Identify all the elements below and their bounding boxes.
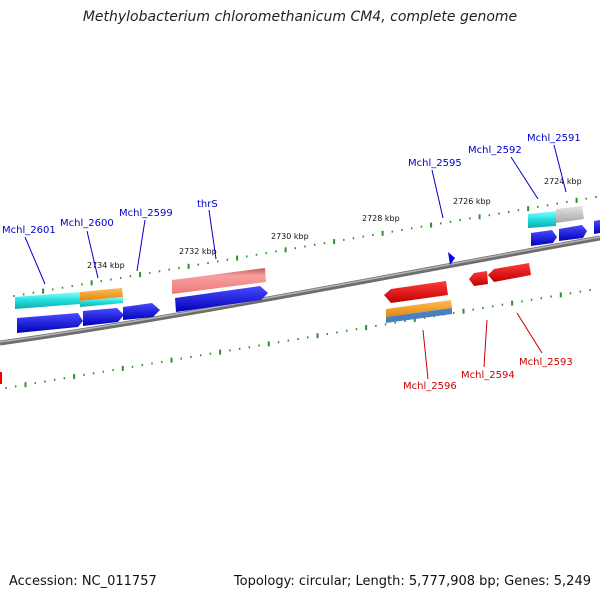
gene-arrow-mchl-2600[interactable]: [83, 308, 124, 326]
outer-scale-ticks: [13, 196, 597, 297]
gene-label-mchl-2596: Mchl_2596: [403, 381, 457, 392]
gene-arrow-mchl-2594[interactable]: [469, 271, 488, 286]
kbp-label-2734: 2734 kbp: [87, 261, 125, 270]
gene-label-mchl-2600: Mchl_2600: [60, 218, 114, 229]
gene-label-mchl-2595: Mchl_2595: [408, 158, 462, 169]
accession-label: Accession: NC_011757: [9, 574, 157, 589]
gene-arrow-mchl-2596[interactable]: [384, 281, 448, 303]
gene-label-mchl-2593: Mchl_2593: [519, 357, 573, 368]
pink-feature-thrs[interactable]: [172, 268, 266, 294]
gene-arrow-mchl-2601[interactable]: [17, 313, 83, 333]
genome-summary: Topology: circular; Length: 5,777,908 bp…: [233, 574, 591, 589]
gene-arrow-mchl-2595[interactable]: [448, 252, 455, 265]
kbp-label-2726: 2726 kbp: [453, 197, 491, 206]
kbp-label-2730: 2730 kbp: [271, 232, 309, 241]
genome-title: Methylobacterium chloromethanicum CM4, c…: [82, 9, 518, 25]
gene-label-thrs: thrS: [197, 199, 218, 210]
inner-scale-ticks: [5, 289, 591, 389]
gene-arrow-mchl-2593[interactable]: [488, 263, 531, 282]
cyan-feature-mchl-2600[interactable]: [80, 297, 123, 307]
genome-backbone: [0, 235, 600, 346]
cyan-feature-mchl-2601[interactable]: [15, 292, 80, 309]
gene-arrow-mchl-2591[interactable]: [559, 225, 587, 241]
kbp-label-2728: 2728 kbp: [362, 214, 400, 223]
steelblue-feature-mchl-2596[interactable]: [386, 308, 452, 323]
gene-arrow-thrs[interactable]: [175, 286, 268, 312]
gene-label-mchl-2594: Mchl_2594: [461, 370, 515, 381]
gene-arrow-offscreen[interactable]: [594, 220, 600, 234]
gene-label-mchl-2592: Mchl_2592: [468, 145, 522, 156]
orange-feature-mchl-2600[interactable]: [80, 288, 123, 301]
label-leader-lines: [24, 144, 567, 380]
kbp-label-2732: 2732 kbp: [179, 247, 217, 256]
orange-feature-mchl-2596[interactable]: [386, 300, 452, 317]
gray-feature-mchl-2591[interactable]: [556, 206, 584, 223]
gene-arrow-mchl-2599[interactable]: [123, 303, 160, 320]
gene-label-mchl-2591: Mchl_2591: [527, 133, 581, 144]
cyan-feature-mchl-2592[interactable]: [528, 211, 556, 228]
gene-arrow-mchl-2592[interactable]: [531, 230, 557, 246]
reverse-gene-edge-mark: [0, 372, 2, 384]
gene-label-mchl-2601: Mchl_2601: [2, 225, 56, 236]
gene-label-mchl-2599: Mchl_2599: [119, 208, 173, 219]
